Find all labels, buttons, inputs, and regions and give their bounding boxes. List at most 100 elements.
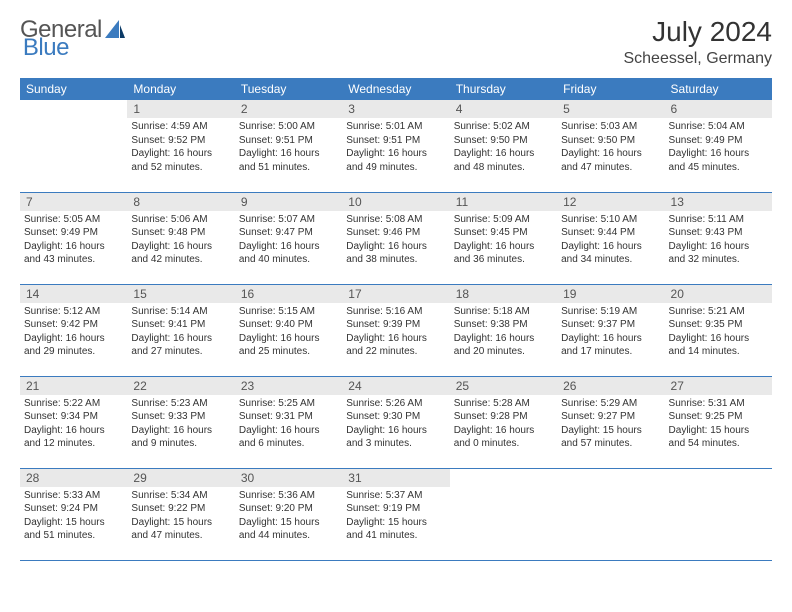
day-number: 21 [20,377,127,395]
calendar-cell: 5Sunrise: 5:03 AMSunset: 9:50 PMDaylight… [557,100,664,192]
day-number: 24 [342,377,449,395]
calendar-row: 7Sunrise: 5:05 AMSunset: 9:49 PMDaylight… [20,192,772,284]
sunrise-text: Sunrise: 5:07 AM [239,213,338,227]
day-body: Sunrise: 5:07 AMSunset: 9:47 PMDaylight:… [235,211,342,271]
calendar-row: 14Sunrise: 5:12 AMSunset: 9:42 PMDayligh… [20,284,772,376]
day-number: 14 [20,285,127,303]
sunset-text: Sunset: 9:44 PM [561,226,660,240]
daylight-text: Daylight: 16 hours and 48 minutes. [454,147,553,174]
day-body: Sunrise: 5:33 AMSunset: 9:24 PMDaylight:… [20,487,127,547]
day-number: 3 [342,100,449,118]
calendar-cell: 27Sunrise: 5:31 AMSunset: 9:25 PMDayligh… [665,376,772,468]
weekday-header: Sunday [20,78,127,100]
calendar-cell [450,468,557,560]
daylight-text: Daylight: 15 hours and 51 minutes. [24,516,123,543]
daylight-text: Daylight: 16 hours and 12 minutes. [24,424,123,451]
title-block: July 2024 Scheessel, Germany [623,16,772,68]
calendar-cell: 22Sunrise: 5:23 AMSunset: 9:33 PMDayligh… [127,376,234,468]
sunset-text: Sunset: 9:22 PM [131,502,230,516]
daylight-text: Daylight: 16 hours and 43 minutes. [24,240,123,267]
sunrise-text: Sunrise: 5:12 AM [24,305,123,319]
calendar-row: 21Sunrise: 5:22 AMSunset: 9:34 PMDayligh… [20,376,772,468]
sunrise-text: Sunrise: 4:59 AM [131,120,230,134]
daylight-text: Daylight: 15 hours and 47 minutes. [131,516,230,543]
sunrise-text: Sunrise: 5:00 AM [239,120,338,134]
day-body: Sunrise: 5:11 AMSunset: 9:43 PMDaylight:… [665,211,772,271]
daylight-text: Daylight: 16 hours and 0 minutes. [454,424,553,451]
sunrise-text: Sunrise: 5:19 AM [561,305,660,319]
day-number: 16 [235,285,342,303]
day-number: 15 [127,285,234,303]
calendar-cell: 15Sunrise: 5:14 AMSunset: 9:41 PMDayligh… [127,284,234,376]
daylight-text: Daylight: 16 hours and 34 minutes. [561,240,660,267]
calendar-cell: 19Sunrise: 5:19 AMSunset: 9:37 PMDayligh… [557,284,664,376]
sunset-text: Sunset: 9:35 PM [669,318,768,332]
sunrise-text: Sunrise: 5:03 AM [561,120,660,134]
day-number: 11 [450,193,557,211]
sunrise-text: Sunrise: 5:22 AM [24,397,123,411]
sunrise-text: Sunrise: 5:33 AM [24,489,123,503]
day-body: Sunrise: 5:08 AMSunset: 9:46 PMDaylight:… [342,211,449,271]
calendar-cell: 29 Sunrise: 5:34 AMSunset: 9:22 PMDayligh… [127,468,234,560]
calendar-cell: 17Sunrise: 5:16 AMSunset: 9:39 PMDayligh… [342,284,449,376]
daylight-text: Daylight: 16 hours and 9 minutes. [131,424,230,451]
day-body: Sunrise: 5:21 AMSunset: 9:35 PMDaylight:… [665,303,772,363]
day-number: 22 [127,377,234,395]
day-number: 13 [665,193,772,211]
day-number: 8 [127,193,234,211]
day-body: Sunrise: 5:12 AMSunset: 9:42 PMDaylight:… [20,303,127,363]
header: General Blue July 2024 Scheessel, German… [20,16,772,68]
sunrise-text: Sunrise: 5:16 AM [346,305,445,319]
day-number: 7 [20,193,127,211]
sunset-text: Sunset: 9:48 PM [131,226,230,240]
calendar-cell: 31Sunrise: 5:37 AMSunset: 9:19 PMDayligh… [342,468,449,560]
calendar-cell: 16Sunrise: 5:15 AMSunset: 9:40 PMDayligh… [235,284,342,376]
day-body: Sunrise: 5:19 AMSunset: 9:37 PMDaylight:… [557,303,664,363]
calendar-cell: 11Sunrise: 5:09 AMSunset: 9:45 PMDayligh… [450,192,557,284]
day-body: Sunrise: 5:05 AMSunset: 9:49 PMDaylight:… [20,211,127,271]
sunrise-text: Sunrise: 5:25 AM [239,397,338,411]
logo: General Blue [20,16,175,44]
day-number: 20 [665,285,772,303]
calendar-row: 28Sunrise: 5:33 AMSunset: 9:24 PMDayligh… [20,468,772,560]
sunset-text: Sunset: 9:49 PM [669,134,768,148]
day-body: Sunrise: 5:10 AMSunset: 9:44 PMDaylight:… [557,211,664,271]
weekday-header: Wednesday [342,78,449,100]
sunrise-text: Sunrise: 5:14 AM [131,305,230,319]
calendar-cell: 2Sunrise: 5:00 AMSunset: 9:51 PMDaylight… [235,100,342,192]
sunset-text: Sunset: 9:50 PM [561,134,660,148]
sunset-text: Sunset: 9:34 PM [24,410,123,424]
day-body: Sunrise: 5:09 AMSunset: 9:45 PMDaylight:… [450,211,557,271]
day-number: 18 [450,285,557,303]
logo-text-part-b: Blue [23,34,69,62]
sunrise-text: Sunrise: 5:02 AM [454,120,553,134]
sunrise-text: Sunrise: 5:21 AM [669,305,768,319]
sunset-text: Sunset: 9:47 PM [239,226,338,240]
day-number: 29 [127,469,234,487]
sunrise-text: Sunrise: 5:28 AM [454,397,553,411]
daylight-text: Daylight: 16 hours and 29 minutes. [24,332,123,359]
calendar-cell: 21 Sunrise: 5:22 AMSunset: 9:34 PMDayligh… [20,376,127,468]
sunset-text: Sunset: 9:52 PM [131,134,230,148]
sunrise-text: Sunrise: 5:34 AM [131,489,230,503]
calendar-table: SundayMondayTuesdayWednesdayThursdayFrid… [20,78,772,561]
daylight-text: Daylight: 16 hours and 52 minutes. [131,147,230,174]
day-number: 31 [342,469,449,487]
calendar-cell: 9Sunrise: 5:07 AMSunset: 9:47 PMDaylight… [235,192,342,284]
day-number: 1 [127,100,234,118]
calendar-cell [20,100,127,192]
daylight-text: Daylight: 16 hours and 22 minutes. [346,332,445,359]
calendar-cell [557,468,664,560]
daylight-text: Daylight: 16 hours and 49 minutes. [346,147,445,174]
location: Scheessel, Germany [623,50,772,68]
day-number: 5 [557,100,664,118]
calendar-row: 1Sunrise: 4:59 AMSunset: 9:52 PMDaylight… [20,100,772,192]
daylight-text: Daylight: 16 hours and 17 minutes. [561,332,660,359]
day-body: Sunrise: 5:03 AMSunset: 9:50 PMDaylight:… [557,118,664,178]
daylight-text: Daylight: 16 hours and 20 minutes. [454,332,553,359]
daylight-text: Daylight: 16 hours and 3 minutes. [346,424,445,451]
day-body: Sunrise: 5:04 AMSunset: 9:49 PMDaylight:… [665,118,772,178]
sunrise-text: Sunrise: 5:06 AM [131,213,230,227]
sunset-text: Sunset: 9:27 PM [561,410,660,424]
sunset-text: Sunset: 9:50 PM [454,134,553,148]
